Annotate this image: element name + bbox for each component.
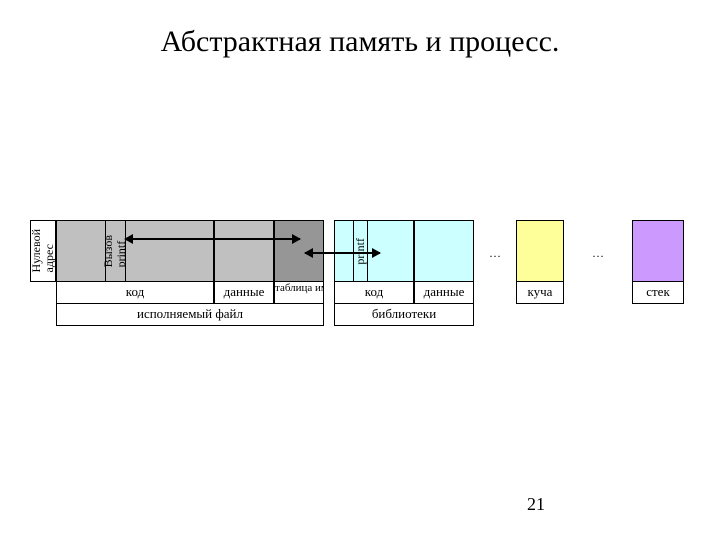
seg-heap <box>516 220 564 282</box>
memory-diagram: Нулевой адрес Вызов printf printf … … ко… <box>30 220 690 326</box>
group-libraries: библиотеки <box>334 304 474 326</box>
seg-printf: printf <box>354 220 368 282</box>
label-data1: данные <box>214 282 274 304</box>
seg-exe-data <box>214 220 274 282</box>
label-import-table: таблица импорта <box>274 282 324 304</box>
seg-exe-code-right <box>126 220 214 282</box>
seg-exe-code-left <box>56 220 106 282</box>
memory-segments-row: Нулевой адрес Вызов printf printf … … <box>30 220 690 282</box>
seg-gap1 <box>324 220 334 282</box>
group-executable: исполняемый файл <box>56 304 324 326</box>
label-code1: код <box>56 282 214 304</box>
page-number: 21 <box>527 494 545 515</box>
label-heap: куча <box>516 282 564 304</box>
seg-import-table <box>274 220 324 282</box>
spacer <box>564 282 632 304</box>
label-null-address: Нулевой адрес <box>30 229 56 272</box>
spacer <box>324 304 334 326</box>
spacer <box>30 304 56 326</box>
arrow-import-to-printf <box>305 252 380 254</box>
label-printf: printf <box>354 238 367 265</box>
seg-gap3: … <box>564 220 632 282</box>
seg-call-printf: Вызов printf <box>106 220 126 282</box>
page-title: Абстрактная память и процесс. <box>0 0 720 59</box>
spacer <box>474 282 516 304</box>
spacer <box>30 282 56 304</box>
seg-null-address: Нулевой адрес <box>30 220 56 282</box>
seg-gap2: … <box>474 220 516 282</box>
seg-lib-code-left <box>334 220 354 282</box>
arrow-call-to-import <box>125 238 300 240</box>
label-data2: данные <box>414 282 474 304</box>
label-code2: код <box>334 282 414 304</box>
group-labels-row: исполняемый файл библиотеки <box>30 304 690 326</box>
seg-lib-data <box>414 220 474 282</box>
spacer <box>324 282 334 304</box>
seg-stack <box>632 220 684 282</box>
label-stack: стек <box>632 282 684 304</box>
section-labels-row: код данные таблица импорта код данные ку… <box>30 282 690 304</box>
